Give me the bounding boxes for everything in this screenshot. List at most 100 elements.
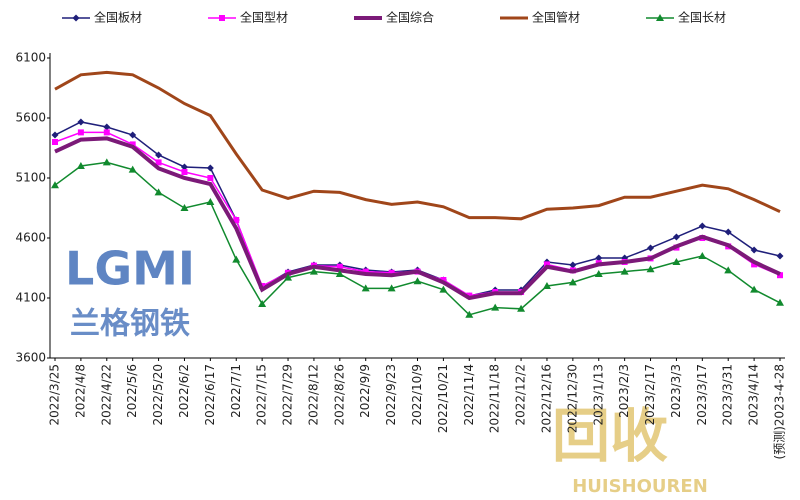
point: [388, 269, 395, 276]
point: [181, 169, 188, 175]
point: [51, 131, 59, 139]
point: [698, 252, 707, 259]
point: [154, 188, 163, 196]
point: [724, 266, 733, 274]
point: [387, 284, 396, 292]
point: [77, 129, 84, 136]
point: [491, 303, 500, 311]
point: [77, 118, 85, 126]
point: [750, 246, 758, 254]
point: [232, 255, 241, 263]
x-tick-label: 2022/7/1: [229, 364, 243, 418]
legend-label: 全国板材: [94, 10, 142, 25]
legend-label: 全国长材: [678, 10, 726, 25]
point: [543, 261, 550, 268]
x-tick-label: 2023/3/31: [721, 364, 735, 426]
point: [517, 304, 526, 312]
point: [129, 141, 136, 148]
x-tick-label: 2022/5/6: [125, 364, 139, 418]
point: [413, 277, 422, 285]
point: [466, 292, 473, 299]
x-tick-label: 2022/10/9: [410, 364, 424, 426]
x-tick-label: 2022/8/26: [332, 364, 346, 426]
point: [672, 233, 680, 241]
watermark: 回收: [552, 402, 668, 470]
point: [646, 265, 655, 273]
point: [103, 123, 111, 131]
point: [569, 261, 577, 269]
point: [362, 268, 369, 275]
point: [465, 310, 474, 318]
x-tick-label: 2022/6/2: [177, 364, 191, 418]
point: [656, 14, 664, 21]
point: [309, 267, 318, 275]
point: [258, 300, 267, 307]
x-tick-label: 2022/12/30: [565, 364, 579, 433]
point: [439, 285, 448, 293]
x-tick-label: 2022/7/15: [255, 364, 269, 426]
point: [206, 198, 215, 205]
point: [219, 15, 225, 21]
y-tick-label: 4100: [15, 291, 46, 305]
x-tick-label: 2023/3/3: [669, 364, 683, 418]
y-tick-label: 6100: [15, 51, 46, 65]
x-tick-label: 2022/7/29: [281, 364, 295, 426]
point: [155, 151, 163, 159]
point: [207, 175, 214, 181]
watermark-sub: HUISHOUREN: [572, 476, 708, 497]
y-tick-label: 4600: [15, 231, 46, 245]
point: [776, 252, 784, 260]
x-tick-label: 2022/9/9: [358, 364, 372, 418]
point: [51, 181, 59, 189]
point: [672, 258, 681, 265]
point: [284, 273, 293, 281]
point: [103, 129, 110, 136]
point: [128, 165, 137, 173]
logo: LGMI: [65, 242, 195, 296]
point: [750, 285, 759, 293]
point: [647, 244, 655, 252]
point: [620, 267, 629, 275]
legend-label: 全国管材: [532, 10, 580, 25]
point: [594, 270, 603, 277]
point: [361, 284, 370, 292]
point: [76, 162, 85, 169]
x-tick-label: 2022/10/21: [436, 364, 450, 433]
series-line: [54, 70, 781, 221]
x-tick-label: 2022/3/25: [48, 364, 62, 426]
point: [155, 159, 162, 166]
x-tick-label: 2022/12/16: [539, 364, 553, 433]
point: [542, 282, 551, 289]
legend-label: 全国型材: [240, 10, 288, 25]
series: [51, 158, 784, 318]
point: [233, 217, 240, 223]
point: [568, 278, 577, 286]
point: [180, 163, 188, 171]
x-tick-label: 2023/3/17: [695, 364, 709, 426]
y-tick-label: 5100: [15, 171, 46, 185]
x-tick-label: 2023/1/13: [591, 364, 605, 426]
point: [102, 158, 111, 166]
point: [777, 272, 783, 279]
x-tick-label: 2022/12/2: [514, 364, 528, 426]
series: [54, 70, 781, 221]
x-tick-label: 2022/9/23: [384, 364, 398, 426]
point: [129, 131, 137, 139]
x-tick-label: 2022/11/4: [462, 364, 476, 426]
point: [440, 277, 447, 283]
logo-subtitle: 兰格钢铁: [70, 307, 190, 342]
y-tick-label: 3600: [15, 351, 46, 365]
point: [595, 254, 603, 262]
x-tick-label: 2022/6/17: [203, 364, 217, 426]
point: [72, 14, 80, 22]
x-tick-label: 2022/8/12: [306, 364, 320, 426]
x-tick-label: (预测)2023-4-28: [773, 364, 787, 459]
series: [54, 136, 781, 301]
x-tick-label: 2022/4/22: [99, 364, 113, 426]
point: [751, 261, 758, 268]
point: [336, 263, 343, 270]
point: [335, 270, 344, 277]
x-tick-label: 2023/4/14: [747, 364, 761, 426]
x-tick-label: 2022/5/20: [151, 364, 165, 426]
